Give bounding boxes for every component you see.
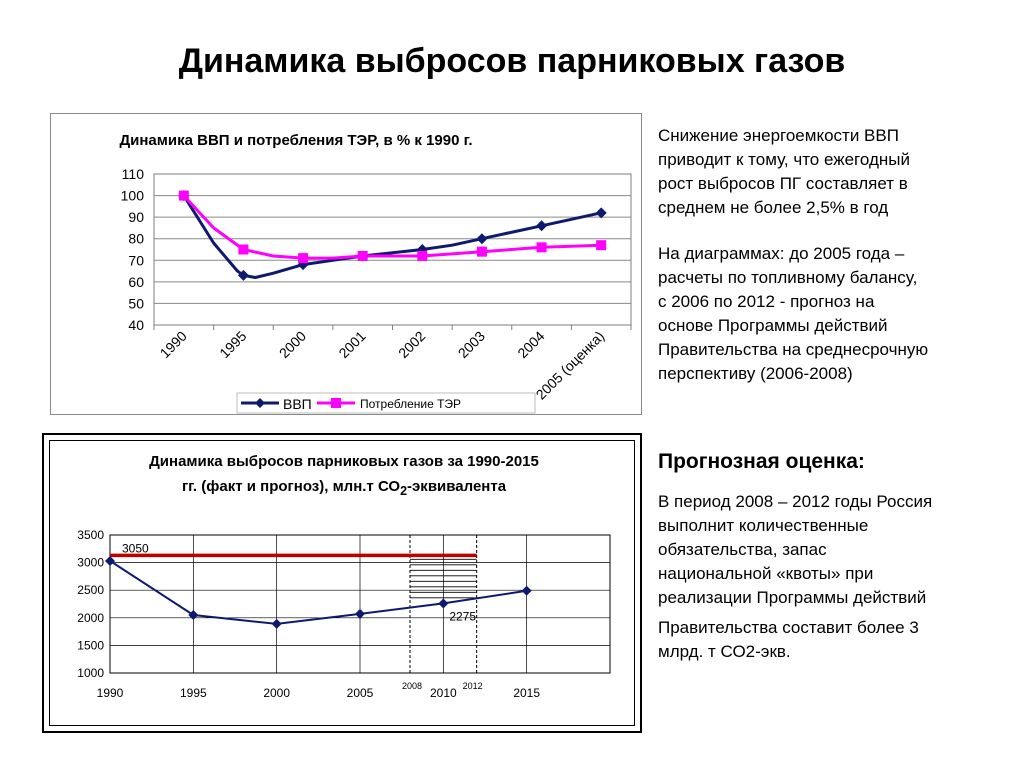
chart2-title-subscript: 2	[400, 484, 408, 498]
chart1-x-tick-label: 2003	[455, 328, 488, 361]
forecast-heading: Прогнозная оценка:	[658, 450, 865, 473]
chart1-series-line-1	[182, 194, 602, 260]
chart2-y-tick-label: 1000	[77, 666, 104, 680]
chart2-x-tick-label: 1990	[97, 686, 124, 700]
chart2-point-diamond	[105, 555, 115, 566]
chart1-legend-marker-1	[331, 398, 341, 408]
chart1-y-tick-label: 40	[128, 317, 144, 333]
chart1-point-square	[178, 190, 189, 201]
chart1-y-tick-label: 100	[121, 188, 145, 204]
chart1-x-tick-label: 2002	[395, 328, 428, 361]
chart1-x-tick-label: 2001	[335, 328, 368, 361]
chart2-point-diamond	[355, 608, 365, 619]
chart2-title-line1: Динамика выбросов парниковых газов за 19…	[149, 453, 539, 470]
chart2-point-diamond	[521, 585, 532, 596]
energy-intensity-text: Снижение энергоемкости ВВП приводит к то…	[658, 126, 910, 217]
forecast-text: В период 2008 – 2012 годы Россия выполни…	[658, 492, 933, 607]
chart1-plot-area	[153, 173, 632, 326]
chart1-legend-marker-0	[255, 398, 265, 408]
chart1-title: Динамика ВВП и потребления ТЭР, в % к 19…	[119, 132, 473, 149]
right-panel-top: Снижение энергоемкости ВВП приводит к то…	[658, 124, 998, 408]
chart1-y-tick-label: 110	[122, 166, 145, 182]
chart2-title: Динамика выбросов парниковых газов за 19…	[44, 449, 644, 504]
quota-text: Правительства составит более 3 млрд. т С…	[658, 618, 919, 661]
diagrams-note-text: На диаграммах: до 2005 года – расчеты по…	[658, 244, 929, 383]
chart2-y-tick-label: 1500	[77, 638, 104, 652]
slide-title: Динамика выбросов парниковых газов	[178, 42, 846, 80]
chart1-point-diamond	[595, 207, 607, 219]
chart1-plot: 40 50 60 70 80 90 100 110 1990 1995 2000 2001 2002 20…	[121, 166, 632, 414]
chart1-point-square	[357, 250, 368, 261]
chart2-title-line2-prefix: гг. (факт и прогноз), млн.т СО	[181, 478, 401, 495]
chart2-x-tick-label: 2010	[430, 686, 457, 700]
chart2-x-tick-label: 2005	[347, 686, 374, 700]
chart1-x-tick-label: 1990	[157, 328, 190, 361]
chart1-x-tick-label: 2004	[514, 328, 547, 361]
chart2-series-line	[109, 560, 527, 625]
chart1-legend-label-0: ВВП	[283, 396, 312, 412]
chart1-point-diamond	[476, 233, 488, 245]
emissions-chart-inner-border	[49, 440, 635, 726]
chart1-y-tick-label: 70	[128, 252, 144, 268]
chart2-y-tick-label: 3500	[77, 528, 104, 542]
chart2-period-end-label: 2012	[463, 681, 483, 691]
chart1-y-tick-label: 50	[128, 295, 144, 311]
chart1-point-square	[417, 250, 428, 261]
chart2-y-tick-label: 2500	[77, 583, 104, 597]
chart1-series-line-0	[182, 194, 602, 279]
chart1-y-tick-label: 80	[128, 231, 144, 247]
chart2-point-diamond	[438, 598, 449, 609]
chart2-annotation-label: 2275	[449, 609, 476, 623]
chart2-point-diamond	[271, 618, 282, 629]
right-panel-bottom: В период 2008 – 2012 годы Россия выполни…	[658, 490, 998, 686]
chart2-x-tick-label: 2000	[263, 686, 290, 700]
chart2-x-tick-label: 2015	[513, 686, 540, 700]
chart2-y-tick-label: 3000	[77, 556, 104, 570]
chart1-legend-label-1: Потребление ТЭР	[360, 397, 461, 411]
chart1-x-tick-label: 2000	[276, 328, 309, 361]
chart2-period-start-label: 2008	[402, 681, 422, 691]
chart2-plot: 1000 1500 2000 2500 3000 3500 1990 1995 2000 2005…	[77, 528, 611, 700]
chart1-x-tick-label: 1995	[216, 328, 249, 361]
chart2-y-tick-label: 2000	[77, 611, 104, 625]
chart2-point-diamond	[188, 610, 199, 621]
gdp-energy-chart: Динамика ВВП и потребления ТЭР, в % к 19…	[50, 113, 642, 415]
chart1-point-diamond	[237, 269, 249, 281]
chart1-y-tick-label: 60	[128, 274, 144, 290]
emissions-chart: Динамика выбросов парниковых газов за 19…	[42, 433, 642, 733]
chart1-point-square	[596, 240, 607, 251]
chart2-reference-label: 3050	[122, 541, 149, 555]
chart1-legend-box	[236, 392, 536, 414]
chart1-point-square	[298, 253, 309, 264]
chart1-point-square	[238, 244, 249, 255]
chart2-x-tick-label: 1995	[180, 686, 207, 700]
chart1-y-tick-label: 90	[128, 209, 144, 225]
chart1-point-square	[476, 246, 487, 257]
chart2-title-line2-suffix: -эквивалента	[407, 478, 507, 495]
chart1-point-diamond	[536, 220, 548, 232]
chart1-point-square	[536, 242, 547, 253]
